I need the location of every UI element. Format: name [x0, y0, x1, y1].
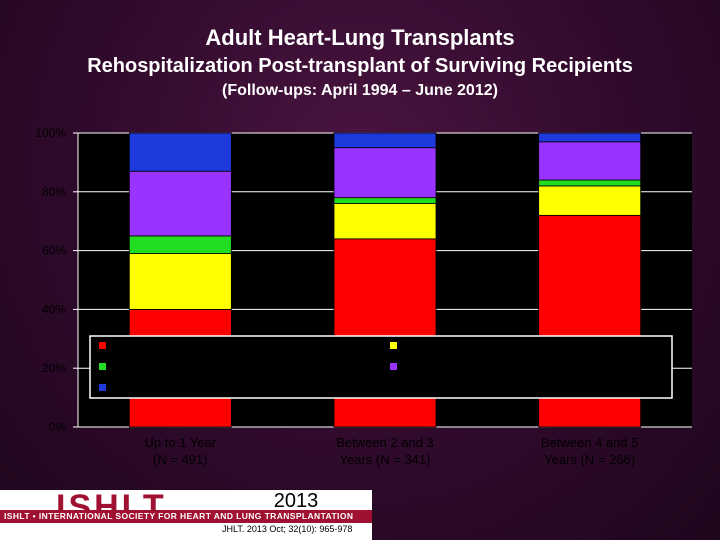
y-tick-label: 80% — [42, 185, 66, 199]
y-tick-label: 60% — [42, 244, 66, 258]
x-tick-label: Between 2 and 3 Years (N = 341) — [336, 435, 434, 467]
bar-segment — [128, 170, 232, 237]
bar-segment — [538, 185, 642, 216]
legend-swatch — [99, 363, 106, 370]
report-year: 2013 — [273, 490, 319, 512]
bar-segment — [128, 132, 232, 172]
y-tick-label: 100% — [35, 126, 66, 140]
y-tick-label: 40% — [42, 302, 66, 316]
y-tick-label: 20% — [42, 361, 66, 375]
bar-segment — [333, 203, 437, 240]
bar-segment — [538, 141, 642, 181]
journal-citation: JHLT. 2013 Oct; 32(10): 965-978 — [222, 524, 353, 534]
legend-swatch — [390, 363, 397, 370]
legend-swatch — [99, 342, 106, 349]
x-tick-label: Up to 1 Year (N = 491) — [145, 435, 217, 467]
bar-segment — [128, 235, 232, 254]
logo-tagline: ISHLT • INTERNATIONAL SOCIETY FOR HEART … — [4, 511, 354, 521]
bar-segment — [538, 179, 642, 187]
bar-segment — [333, 197, 437, 204]
stacked-bar-chart: 0% 20% 40% 60% 80% 100% Up to 1 Year (N = 491) B… — [35, 126, 692, 467]
x-tick-label: Between 4 and 5 Years (N = 266) — [541, 435, 639, 467]
slide-subtitle-dates: (Follow-ups: April 1994 – June 2012) — [222, 82, 498, 99]
bar-segment — [333, 132, 437, 149]
slide-subtitle: Rehospitalization Post-transplant of Sur… — [87, 55, 633, 77]
legend — [89, 335, 673, 399]
logo-banner — [0, 510, 372, 523]
bar-segment — [333, 147, 437, 199]
footer: ISHLT ISHLT • INTERNATIONAL SOCIETY FOR … — [0, 488, 372, 540]
legend-swatch — [390, 342, 397, 349]
legend-swatch — [99, 384, 106, 391]
bar-segment — [128, 253, 232, 310]
slide-title: Adult Heart-Lung Transplants — [205, 25, 515, 50]
bar-segment — [538, 132, 642, 143]
bar-segment — [333, 238, 437, 428]
y-tick-label: 0% — [49, 420, 67, 434]
